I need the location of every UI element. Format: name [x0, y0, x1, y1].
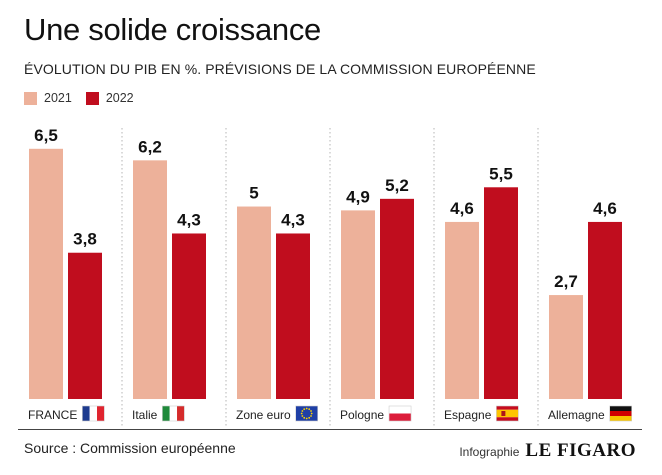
flag-eu-icon	[295, 405, 319, 422]
bar-2022-allemagne	[588, 221, 622, 399]
bar-2021-espagne	[445, 221, 479, 399]
legend-label-2021: 2021	[44, 91, 72, 105]
category-label: Espagne	[444, 408, 492, 422]
chart-legend: 2021 2022	[24, 91, 148, 105]
data-label: 6,2	[138, 137, 162, 156]
data-label: 5,5	[489, 164, 513, 183]
bar-2021-zone-euro	[237, 206, 271, 399]
data-label: 6,5	[34, 126, 58, 145]
legend-item-2022: 2022	[85, 91, 134, 105]
legend-swatch-2022	[85, 91, 99, 105]
category-label: FRANCE	[28, 408, 77, 422]
category-label: Allemagne	[548, 408, 605, 422]
bar-2021-allemagne	[549, 295, 583, 399]
legend-label-2022: 2022	[105, 91, 134, 105]
credit: Infographie LE FIGARO	[459, 440, 636, 462]
data-label: 4,3	[177, 210, 201, 229]
page-subtitle: ÉVOLUTION DU PIB EN %. PRÉVISIONS DE LA …	[24, 61, 536, 77]
flag-spain-icon	[496, 405, 519, 422]
bar-2021-italie	[133, 160, 167, 399]
data-label: 4,6	[450, 199, 474, 218]
flag-italy-icon	[162, 405, 185, 422]
bar-2022-pologne	[380, 198, 414, 399]
data-label: 4,3	[281, 210, 305, 229]
category-label: Zone euro	[236, 408, 291, 422]
data-label: 4,9	[346, 187, 370, 206]
data-label: 4,6	[593, 199, 617, 218]
source-note: Source : Commission européenne	[24, 440, 236, 456]
bar-2021-pologne	[341, 210, 375, 399]
le-figaro-logo: LE FIGARO	[525, 440, 636, 461]
bar-2021-france	[29, 148, 63, 399]
data-label: 5,2	[385, 176, 409, 195]
data-label: 5	[249, 184, 258, 203]
flag-france-icon	[82, 405, 105, 422]
bar-2022-zone-euro	[276, 233, 310, 399]
page-title: Une solide croissance	[24, 12, 321, 47]
credit-label: Infographie	[459, 445, 520, 459]
legend-item-2021: 2021	[24, 91, 72, 105]
data-label: 3,8	[73, 230, 97, 249]
flag-poland-icon	[388, 405, 412, 422]
bar-chart: 6,5 3,8 FRANCE 6,2 4,3 Italie 5 4,3 Zone euro 4,9…	[28, 126, 633, 428]
footer-divider	[18, 429, 642, 430]
category-label: Italie	[132, 408, 158, 422]
bar-2022-espagne	[484, 187, 518, 399]
category-label: Pologne	[340, 408, 384, 422]
bar-2022-france	[68, 252, 102, 399]
data-label: 2,7	[554, 272, 578, 291]
bar-2022-italie	[172, 233, 206, 399]
legend-swatch-2021	[24, 91, 37, 105]
flag-germany-icon	[609, 405, 633, 422]
